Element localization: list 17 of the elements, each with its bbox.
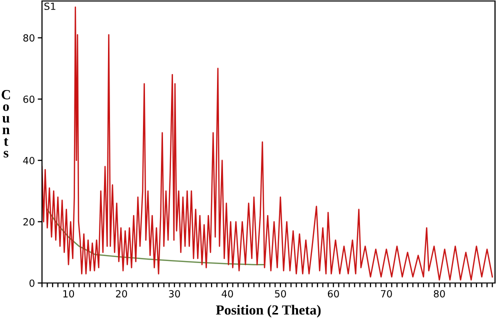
y-tick-label: 20 — [23, 218, 34, 226]
y-tick-label: 80 — [23, 34, 34, 42]
x-tick-label: 60 — [328, 290, 339, 298]
x-axis-title: Position (2 Theta) — [216, 304, 321, 318]
y-tick-label: 40 — [23, 156, 34, 164]
x-tick-label: 30 — [169, 290, 180, 298]
y-axis-title: Counts — [2, 90, 10, 158]
line-series — [46, 208, 266, 266]
x-tick-label: 80 — [434, 290, 445, 298]
x-tick-label: 40 — [222, 290, 233, 298]
x-tick-label: 50 — [274, 290, 286, 298]
annotation: S1 — [44, 2, 56, 10]
x-tick-label: 10 — [63, 290, 74, 298]
y-tick-label: 0 — [30, 279, 34, 287]
x-tick-label: 70 — [381, 290, 392, 298]
x-tick-label: 20 — [116, 290, 128, 298]
y-tick-label: 60 — [23, 96, 34, 103]
